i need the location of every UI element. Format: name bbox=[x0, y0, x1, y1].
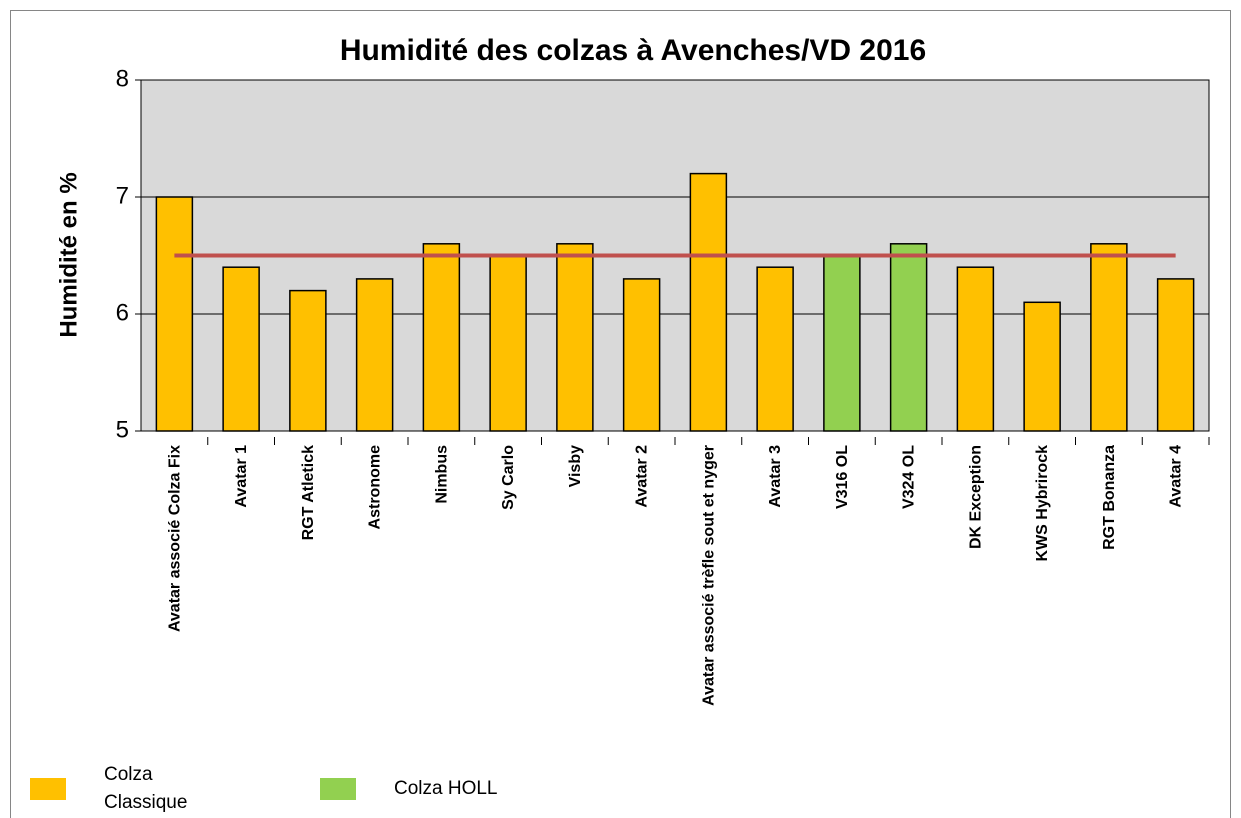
x-tick-box: Avatar 1 bbox=[232, 445, 250, 508]
x-tick-group: Visby bbox=[566, 437, 609, 488]
x-tick-box: Avatar 3 bbox=[766, 445, 784, 508]
x-tick-label: Avatar 1 bbox=[232, 445, 250, 508]
bar bbox=[956, 266, 995, 432]
y-tick-label: 7 bbox=[116, 182, 129, 209]
x-tick-box: Visby bbox=[566, 445, 584, 488]
x-tick-label: KWS Hybrirock bbox=[1033, 445, 1051, 562]
chart-title: Humidité des colzas à Avenches/VD 2016 bbox=[340, 34, 926, 67]
x-tick-group: Sy Carlo bbox=[499, 437, 542, 510]
x-tick-label: Astronome bbox=[366, 445, 384, 530]
x-tick-label: Avatar associé Colza Fix bbox=[165, 445, 183, 633]
legend-label: Colza Classique bbox=[104, 764, 188, 813]
x-tick-group: KWS Hybrirock bbox=[1033, 437, 1076, 562]
bar bbox=[1023, 301, 1061, 432]
y-tick-label: 6 bbox=[116, 299, 129, 326]
x-tick-box: Avatar associé Colza Fix bbox=[165, 445, 183, 633]
x-tick-group: Avatar 3 bbox=[766, 437, 809, 508]
x-tick-group: Avatar 2 bbox=[633, 437, 676, 508]
x-tick-box: Avatar associé trèfle sout et nyger bbox=[699, 445, 717, 706]
x-tick-label: Sy Carlo bbox=[499, 445, 517, 510]
x-tick-box: Avatar 4 bbox=[1167, 445, 1185, 508]
x-tick-label: DK Exception bbox=[966, 445, 984, 550]
x-tick-group: RGT Bonanza bbox=[1100, 437, 1143, 550]
x-tick-box: Sy Carlo bbox=[499, 445, 517, 510]
x-tick-label: V324 OL bbox=[900, 445, 918, 510]
x-tick-group: Avatar associé trèfle sout et nyger bbox=[699, 437, 743, 706]
x-tick-box: Avatar 2 bbox=[633, 445, 651, 508]
x-tick-label: RGT Atletick bbox=[299, 445, 317, 541]
bar bbox=[823, 254, 861, 432]
x-tick-box: KWS Hybrirock bbox=[1033, 445, 1051, 562]
x-tick-box: RGT Atletick bbox=[299, 445, 317, 541]
y-tick-label: 5 bbox=[116, 416, 129, 443]
bar bbox=[422, 243, 461, 432]
x-tick-group: Avatar 1 bbox=[232, 437, 275, 508]
legend-box: Colza Classique bbox=[104, 764, 188, 813]
bar bbox=[1156, 278, 1195, 432]
bar bbox=[222, 266, 260, 432]
x-tick-box: V316 OL bbox=[833, 445, 851, 510]
legend-swatch bbox=[30, 778, 66, 800]
bar bbox=[689, 172, 728, 432]
x-tick-group: V316 OL bbox=[833, 437, 876, 510]
bar bbox=[756, 266, 794, 432]
x-tick-box: DK Exception bbox=[966, 445, 984, 550]
x-tick-group: RGT Atletick bbox=[299, 437, 342, 541]
x-tick-box: Nimbus bbox=[432, 445, 450, 504]
legend-swatch bbox=[320, 778, 356, 800]
x-tick-label: Visby bbox=[566, 445, 584, 488]
bar bbox=[556, 243, 594, 432]
legend-box: Colza HOLL bbox=[394, 778, 498, 799]
x-tick-label: Nimbus bbox=[432, 445, 450, 504]
x-tick-label: Avatar 4 bbox=[1167, 445, 1185, 508]
x-tick-label: Avatar associé trèfle sout et nyger bbox=[699, 445, 717, 706]
bar bbox=[622, 278, 661, 432]
x-tick-label: RGT Bonanza bbox=[1100, 445, 1118, 550]
bar bbox=[355, 278, 394, 432]
legend-label: Colza HOLL bbox=[394, 778, 498, 799]
x-tick-group: Astronome bbox=[366, 437, 409, 530]
plot-border bbox=[140, 79, 1210, 432]
x-tick-group: Avatar 4 bbox=[1167, 437, 1210, 508]
x-tick-group: Avatar associé Colza Fix bbox=[165, 437, 209, 633]
x-tick-group: V324 OL bbox=[900, 437, 943, 510]
x-tick-box: RGT Bonanza bbox=[1100, 445, 1118, 550]
bar bbox=[889, 243, 928, 432]
bar bbox=[489, 254, 527, 432]
bar bbox=[289, 289, 327, 432]
x-tick-label: Avatar 2 bbox=[633, 445, 651, 508]
x-tick-box: Astronome bbox=[366, 445, 384, 530]
x-tick-label: Avatar 3 bbox=[766, 445, 784, 508]
y-tick-label: 8 bbox=[116, 65, 129, 92]
x-tick-box: V324 OL bbox=[900, 445, 918, 510]
x-tick-group: DK Exception bbox=[966, 437, 1010, 550]
y-axis-label: Humidité en % bbox=[55, 172, 82, 337]
x-tick-group: Nimbus bbox=[432, 437, 476, 504]
bar bbox=[155, 196, 194, 432]
x-tick-label: V316 OL bbox=[833, 445, 851, 510]
bar bbox=[1090, 243, 1128, 432]
